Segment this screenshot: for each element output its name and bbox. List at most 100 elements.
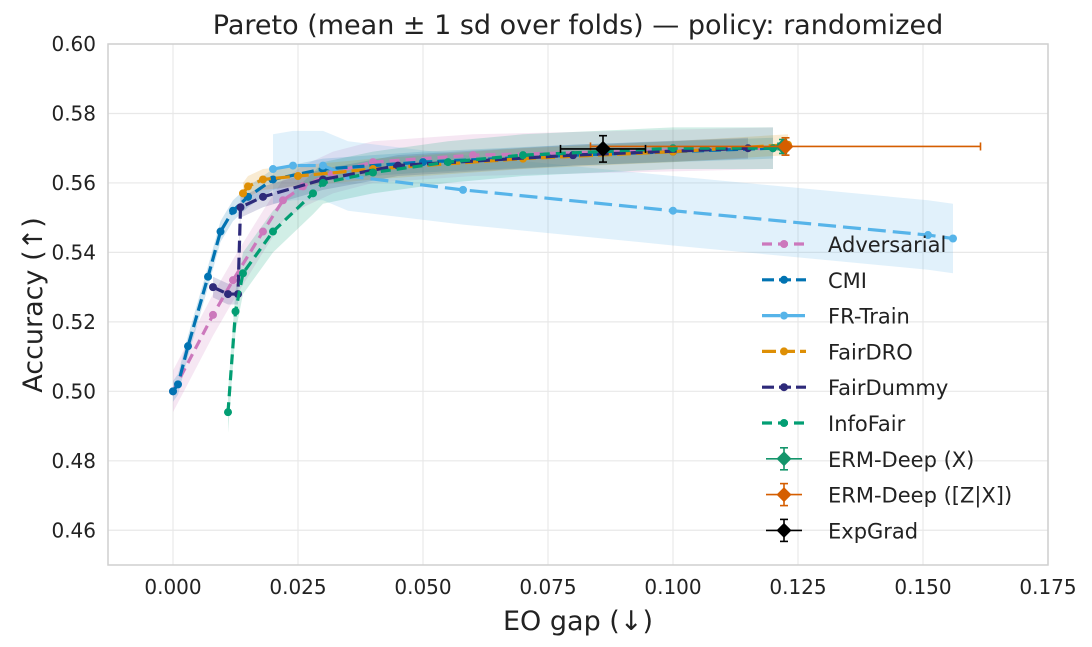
legend-label: FR-Train bbox=[828, 305, 910, 329]
y-tick-label: 0.58 bbox=[51, 101, 96, 125]
series-point bbox=[769, 144, 777, 153]
series-point bbox=[519, 151, 527, 160]
series-point bbox=[669, 144, 677, 153]
error-bars bbox=[559, 134, 982, 163]
legend-label: ExpGrad bbox=[828, 519, 918, 543]
y-tick-label: 0.50 bbox=[51, 379, 96, 403]
legend-label: Adversarial bbox=[828, 233, 946, 257]
series-point bbox=[319, 161, 327, 170]
y-tick-label: 0.54 bbox=[51, 240, 96, 264]
errorbar-marker bbox=[589, 136, 982, 156]
x-tick-label: 0.150 bbox=[894, 575, 951, 599]
series-point bbox=[224, 408, 232, 417]
y-tick-label: 0.56 bbox=[51, 171, 96, 195]
x-tick-label: 0.075 bbox=[519, 575, 576, 599]
series-point bbox=[269, 175, 277, 184]
y-axis-label: Accuracy (↑) bbox=[18, 217, 49, 393]
y-tick-label: 0.48 bbox=[51, 449, 96, 473]
legend-label: CMI bbox=[828, 269, 867, 293]
legend-diamond-swatch bbox=[776, 487, 792, 503]
legend-diamond-swatch bbox=[776, 451, 792, 467]
series-point bbox=[239, 189, 247, 198]
series-point bbox=[459, 185, 467, 194]
legend-point-swatch bbox=[780, 240, 788, 248]
sd-band bbox=[273, 130, 953, 274]
x-tick-label: 0.100 bbox=[644, 575, 701, 599]
series-point bbox=[259, 175, 267, 184]
legend-label: ERM-Deep (X) bbox=[828, 448, 974, 472]
series-point bbox=[209, 283, 217, 292]
x-axis-label: EO gap (↓) bbox=[503, 606, 653, 637]
legend-item: CMI bbox=[762, 269, 867, 293]
legend-item: FairDummy bbox=[762, 376, 948, 400]
series-point bbox=[259, 227, 267, 236]
x-tick-label: 0.025 bbox=[269, 575, 326, 599]
series-point bbox=[169, 387, 177, 396]
series-point bbox=[294, 171, 302, 180]
legend-label: InfoFair bbox=[828, 412, 906, 436]
x-axis-ticks: 0.000 0.025 0.050 0.075 0.100 0.125 0.150 0.175 bbox=[144, 575, 1076, 599]
legend-label: FairDRO bbox=[828, 340, 913, 364]
legend: Adversarial CMI FR-Train FairDRO FairDummy In… bbox=[762, 233, 1012, 543]
sd-band bbox=[228, 127, 773, 434]
series-point bbox=[319, 178, 327, 187]
series-point bbox=[239, 269, 247, 278]
errorbar-diamond bbox=[595, 140, 611, 157]
y-tick-label: 0.60 bbox=[51, 32, 96, 56]
x-tick-label: 0.125 bbox=[769, 575, 826, 599]
legend-point-swatch bbox=[780, 311, 788, 320]
legend-label: FairDummy bbox=[828, 376, 948, 400]
y-tick-label: 0.46 bbox=[51, 518, 96, 542]
series-point bbox=[949, 234, 957, 243]
legend-item: ExpGrad bbox=[766, 518, 918, 543]
errorbar-marker bbox=[559, 134, 647, 163]
series-point bbox=[279, 196, 287, 205]
x-tick-label: 0.000 bbox=[144, 575, 201, 599]
legend-item: FairDRO bbox=[762, 340, 913, 364]
legend-item: Adversarial bbox=[762, 233, 946, 257]
series-line bbox=[272, 163, 954, 241]
series-point bbox=[224, 290, 232, 299]
chart-title: Pareto (mean ± 1 sd over folds) — policy… bbox=[213, 10, 943, 41]
legend-point-swatch bbox=[780, 275, 788, 284]
series-point bbox=[216, 227, 225, 236]
series-lines bbox=[169, 140, 957, 417]
plot-frame bbox=[107, 43, 1049, 566]
series-point bbox=[204, 272, 212, 281]
series-point bbox=[209, 310, 217, 319]
x-tick-label: 0.175 bbox=[1019, 575, 1076, 599]
series-point bbox=[259, 192, 267, 201]
series-point bbox=[924, 231, 932, 240]
y-axis-ticks: 0.46 0.48 0.50 0.52 0.54 0.56 0.58 0.60 bbox=[51, 32, 96, 542]
errorbar-diamond bbox=[777, 138, 794, 155]
y-tick-label: 0.52 bbox=[51, 310, 96, 334]
legend-item: ERM-Deep ([Z|X]) bbox=[766, 482, 1012, 509]
series-point bbox=[231, 307, 240, 316]
legend-diamond-swatch bbox=[776, 522, 792, 538]
series-point bbox=[174, 380, 182, 389]
series-point bbox=[289, 161, 297, 170]
series-point bbox=[269, 165, 277, 174]
legend-point-swatch bbox=[780, 347, 788, 356]
series-point bbox=[669, 206, 677, 215]
series-point bbox=[184, 342, 192, 351]
sd-band bbox=[173, 127, 773, 413]
x-tick-label: 0.050 bbox=[394, 575, 451, 599]
series-point bbox=[229, 206, 237, 215]
series-point bbox=[269, 227, 277, 236]
legend-point-swatch bbox=[780, 383, 788, 392]
series-point bbox=[369, 168, 377, 177]
legend-item: FR-Train bbox=[762, 305, 910, 329]
series-point bbox=[244, 182, 252, 191]
series-point bbox=[444, 158, 452, 167]
series-point bbox=[469, 151, 477, 160]
legend-item: InfoFair bbox=[762, 412, 906, 436]
series-point bbox=[309, 189, 317, 198]
legend-label: ERM-Deep ([Z|X]) bbox=[828, 484, 1012, 509]
series-point bbox=[236, 203, 245, 212]
grid bbox=[108, 43, 1049, 565]
legend-item: ERM-Deep (X) bbox=[766, 446, 974, 472]
series-point bbox=[229, 276, 237, 285]
legend-point-swatch bbox=[780, 419, 788, 427]
